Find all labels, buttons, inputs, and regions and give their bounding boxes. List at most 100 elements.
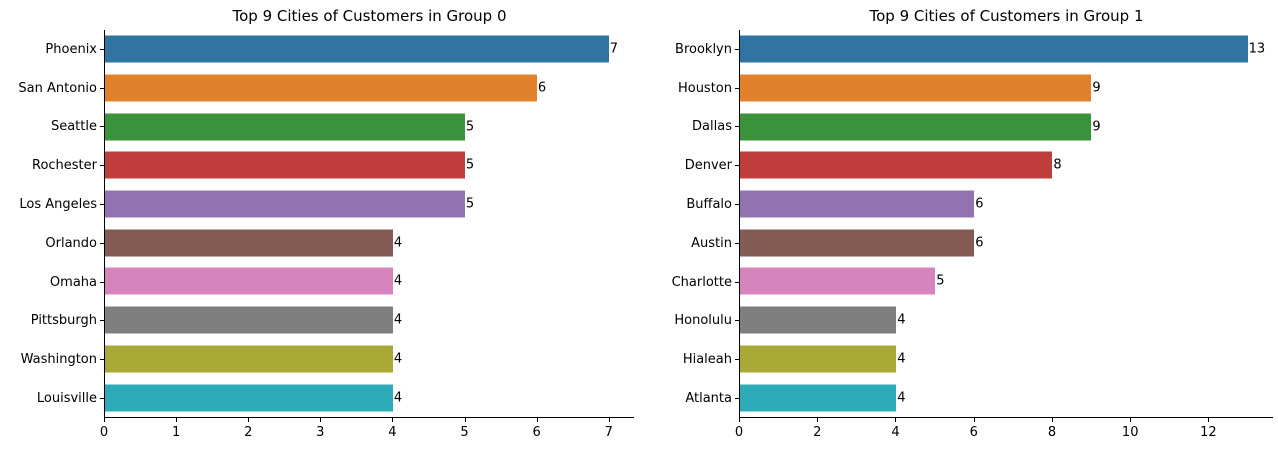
y-tick-mark: [735, 320, 739, 322]
x-tick-mark: [248, 418, 250, 422]
bar-value-label: 4: [393, 273, 403, 289]
y-axis-label-row: Buffalo: [639, 185, 739, 224]
bar: [740, 151, 1053, 179]
y-tick-mark: [100, 398, 104, 400]
x-axis-spacer: [0, 418, 104, 453]
x-tick-mark: [536, 418, 538, 422]
y-axis-label-row: Pittsburgh: [0, 302, 104, 341]
y-axis-label-row: Los Angeles: [0, 185, 104, 224]
bar-row: 4: [105, 378, 634, 417]
plot-area: 7 6 5 5 5 4 4 4 4 4: [104, 30, 634, 418]
x-tick-mark: [1208, 418, 1210, 422]
y-tick-mark: [100, 126, 104, 128]
x-tick-label: 8: [1047, 425, 1057, 440]
y-tick-mark: [735, 242, 739, 244]
x-axis-spacer: [639, 418, 739, 453]
x-tick-mark: [1051, 418, 1053, 422]
bar: [740, 229, 975, 257]
bar-value-label: 6: [975, 235, 984, 251]
bar: [105, 345, 393, 373]
y-tick-mark: [100, 359, 104, 361]
bar: [740, 190, 975, 218]
bar-value-label: 9: [1092, 80, 1101, 96]
bar-row: 6: [740, 185, 1273, 224]
y-axis-label-row: Denver: [639, 146, 739, 185]
x-tick-label: 10: [1121, 425, 1139, 440]
y-axis-label: Denver: [684, 158, 732, 174]
y-tick-mark: [735, 204, 739, 206]
x-tick-label: 3: [316, 425, 325, 440]
x-axis-row: 0 1 2 3 4 5 6 7: [0, 418, 639, 453]
y-tick-mark: [100, 281, 104, 283]
x-tick-label: 7: [604, 425, 613, 440]
y-axis-label: Rochester: [32, 158, 97, 174]
chart-title: Top 9 Cities of Customers in Group 0: [232, 7, 507, 25]
y-axis-label: Dallas: [692, 119, 732, 135]
bar-value-label: 6: [537, 80, 547, 96]
bar: [105, 267, 393, 295]
bar-row: 13: [740, 30, 1273, 69]
bar-value-label: 4: [897, 312, 906, 328]
y-tick-mark: [100, 320, 104, 322]
y-axis-label-row: Washington: [0, 340, 104, 379]
x-tick-mark: [176, 418, 178, 422]
chart-body: Phoenix San Antonio Seattle Rochester Los An…: [0, 30, 639, 418]
bar-row: 4: [740, 340, 1273, 379]
y-tick-mark: [735, 165, 739, 167]
x-tick-label: 2: [813, 425, 822, 440]
y-axis-label-row: Charlotte: [639, 263, 739, 302]
bar-row: 6: [740, 223, 1273, 262]
x-tick-mark: [104, 418, 105, 422]
y-tick-mark: [100, 87, 104, 89]
y-axis-labels: Phoenix San Antonio Seattle Rochester Los An…: [0, 30, 104, 418]
bar-row: 5: [740, 262, 1273, 301]
x-tick-label: 4: [388, 425, 397, 440]
y-tick-mark: [735, 126, 739, 128]
bar-row: 5: [105, 185, 634, 224]
y-axis-label: Orlando: [45, 235, 97, 251]
bar: [740, 267, 936, 295]
y-axis-label: Atlanta: [685, 391, 732, 407]
x-tick-mark: [1130, 418, 1132, 422]
y-axis-label: Charlotte: [671, 274, 732, 290]
x-tick-label: 0: [99, 425, 109, 440]
bar: [105, 151, 465, 179]
y-axis-label: Houston: [677, 80, 732, 96]
bar-row: 4: [105, 262, 634, 301]
y-tick-mark: [100, 165, 104, 167]
bar: [740, 113, 1092, 141]
x-tick-label: 6: [532, 425, 541, 440]
bar-value-label: 4: [393, 235, 403, 251]
bar: [105, 113, 465, 141]
bar-value-label: 5: [465, 119, 475, 135]
x-tick-mark: [392, 418, 394, 422]
x-tick-mark: [320, 418, 322, 422]
x-tick-mark: [973, 418, 975, 422]
chart-title: Top 9 Cities of Customers in Group 1: [869, 7, 1144, 25]
y-axis-label: Honolulu: [674, 313, 732, 329]
bar-value-label: 8: [1053, 157, 1062, 173]
bar: [740, 306, 897, 334]
y-tick-mark: [735, 281, 739, 283]
plot-area: 13 9 9 8 6 6 5 4 4 4: [739, 30, 1273, 418]
bar: [105, 229, 393, 257]
y-axis-label: Brooklyn: [675, 41, 732, 57]
y-tick-mark: [735, 48, 739, 50]
x-tick-mark: [895, 418, 897, 422]
bar-value-label: 4: [393, 351, 403, 367]
x-tick-mark: [817, 418, 819, 422]
bar-value-label: 5: [465, 157, 475, 173]
chart-group-1: Top 9 Cities of Customers in Group 1 Bro…: [639, 0, 1278, 453]
bar: [740, 74, 1092, 102]
y-axis-label: Phoenix: [45, 41, 97, 57]
bar-row: 5: [105, 146, 634, 185]
bar-value-label: 4: [393, 390, 403, 406]
y-tick-mark: [735, 398, 739, 400]
bar-row: 6: [105, 69, 634, 108]
bar-value-label: 5: [936, 273, 945, 289]
x-tick-label: 12: [1200, 425, 1217, 440]
x-tick-label: 4: [891, 425, 900, 440]
bar-row: 4: [105, 223, 634, 262]
x-axis-row: 0 2 4 6 8 10 12: [639, 418, 1278, 453]
